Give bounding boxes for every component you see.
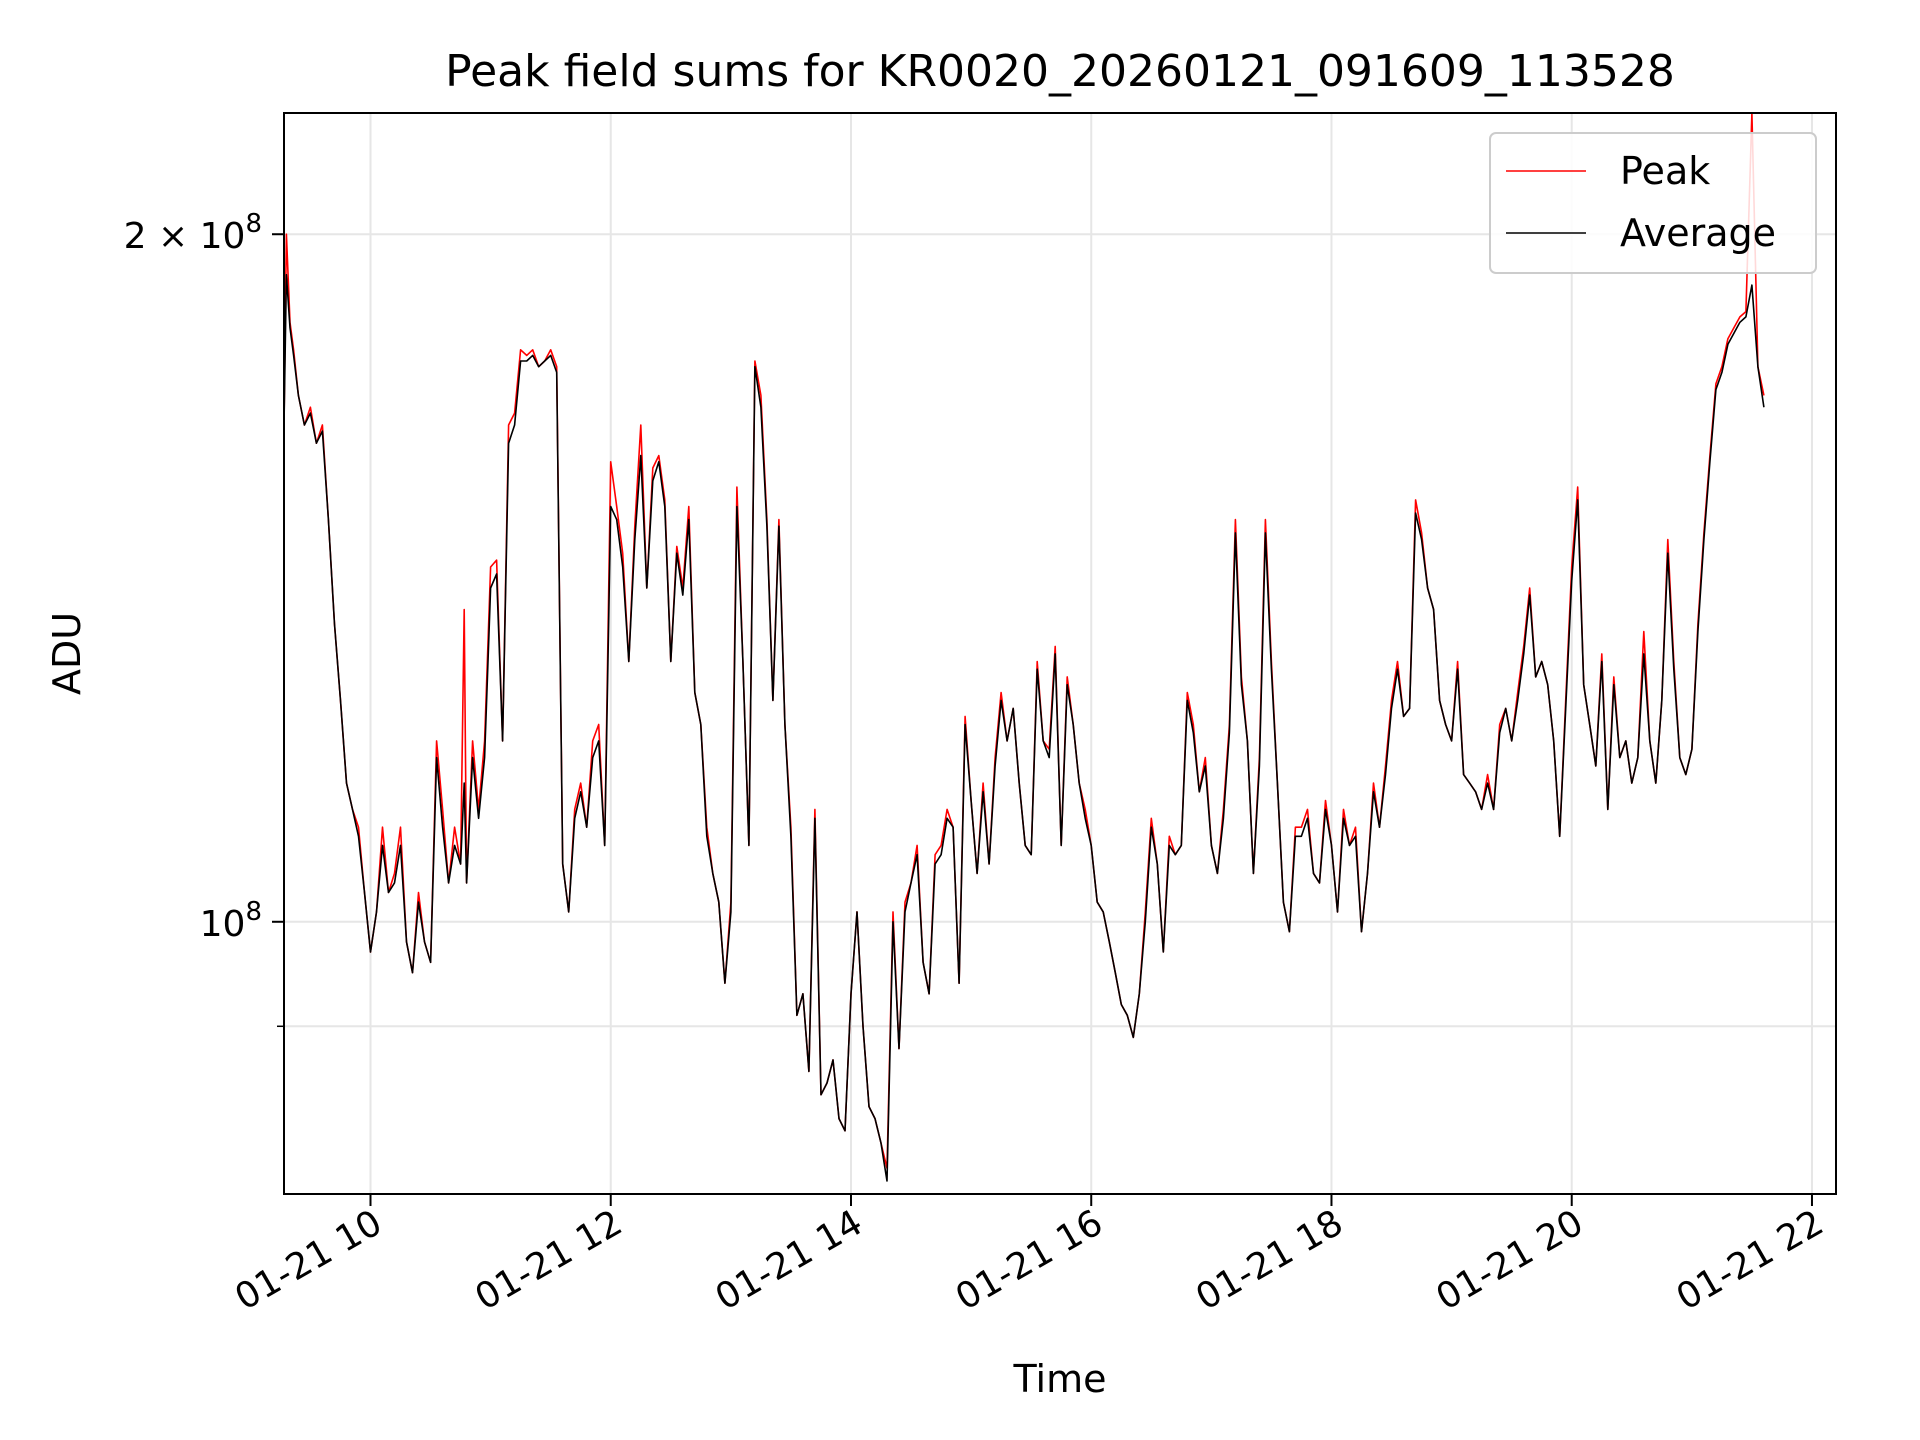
legend: Peak Average (1489, 132, 1817, 274)
y-axis-title: ADU (45, 612, 89, 695)
legend-label-average: Average (1620, 211, 1776, 255)
series-line-average (283, 273, 1765, 1182)
series-layer (283, 112, 1765, 1182)
grid (284, 113, 1836, 1194)
legend-box (1489, 132, 1817, 274)
y-tick-label: 2 × 108 (124, 209, 262, 257)
chart-title: Peak field sums for KR0020_20260121_0916… (445, 46, 1675, 97)
x-axis-title: Time (1013, 1357, 1107, 1401)
plot-frame (283, 112, 1837, 1195)
legend-label-peak: Peak (1620, 149, 1710, 193)
y-tick-label: 108 (200, 897, 262, 945)
